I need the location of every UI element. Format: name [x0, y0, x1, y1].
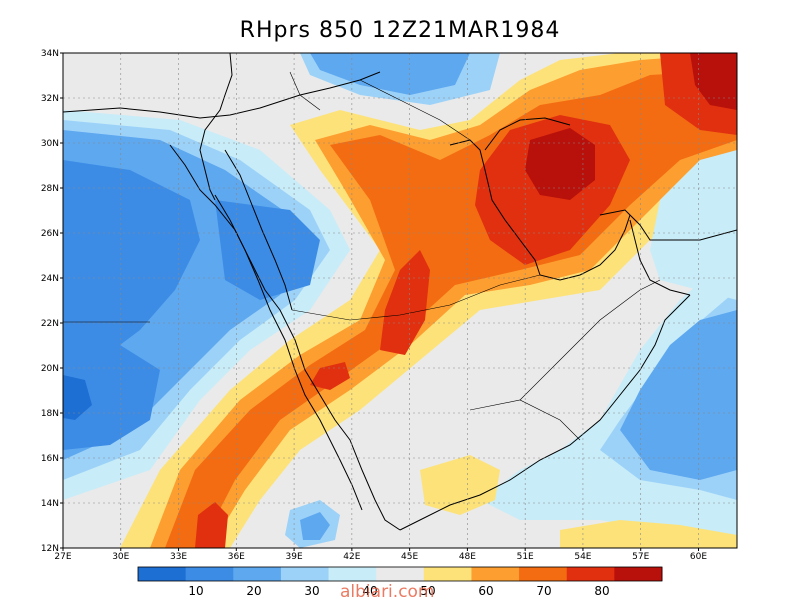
colorbar-swatch: [614, 567, 663, 581]
map-title: RHprs 850 12Z21MAR1984: [239, 18, 561, 43]
lon-tick-label: 33E: [170, 552, 187, 562]
colorbar-swatch: [138, 567, 187, 581]
lat-tick-label: 16N: [41, 454, 59, 464]
lon-tick-label: 57E: [632, 552, 649, 562]
watermark-text: albiari.com: [340, 582, 435, 602]
colorbar-tick-label: 30: [304, 584, 319, 598]
lat-tick-label: 22N: [41, 319, 59, 329]
colorbar: 10 20 30 40 50 60 70 80: [137, 566, 663, 598]
lat-tick-label: 20N: [41, 364, 59, 374]
colorbar-frame: [137, 566, 663, 582]
lat-tick-label: 32N: [41, 94, 59, 104]
colorbar-swatch: [185, 567, 234, 581]
lon-tick-label: 60E: [690, 552, 707, 562]
lat-tick-label: 30N: [41, 139, 59, 149]
map-gridlines: [63, 53, 737, 548]
colorbar-swatch: [519, 567, 568, 581]
colorbar-tick-label: 10: [188, 584, 203, 598]
colorbar-tick-label: 40: [362, 584, 377, 598]
colorbar-swatch: [233, 567, 282, 581]
lon-tick-label: 45E: [401, 552, 418, 562]
latitude-axis: 34N 32N 30N 28N 26N 24N 22N 20N 18N 16N 14N 12N: [41, 49, 63, 554]
lat-tick-label: 12N: [41, 544, 59, 554]
lon-tick-label: 42E: [343, 552, 360, 562]
colorbar-swatch: [423, 567, 472, 581]
lat-tick-label: 18N: [41, 409, 59, 419]
colorbar-swatch: [376, 567, 425, 581]
map-frame: [62, 52, 738, 549]
colorbar-tick-label: 20: [246, 584, 261, 598]
lat-tick-label: 26N: [41, 229, 59, 239]
lon-tick-label: 39E: [286, 552, 303, 562]
colorbar-swatch: [328, 567, 377, 581]
colorbar-tick-label: 80: [594, 584, 609, 598]
lon-tick-label: 48E: [459, 552, 476, 562]
lat-tick-label: 34N: [41, 49, 59, 59]
lat-tick-label: 28N: [41, 184, 59, 194]
lat-tick-label: 24N: [41, 274, 59, 284]
lon-tick-label: 30E: [112, 552, 129, 562]
lon-tick-label: 36E: [228, 552, 245, 562]
lat-tick-label: 14N: [41, 499, 59, 509]
relative-humidity-field: [63, 53, 737, 548]
colorbar-swatch: [566, 567, 615, 581]
colorbar-tick-label: 60: [478, 584, 493, 598]
lon-tick-label: 51E: [517, 552, 534, 562]
lon-tick-label: 27E: [54, 552, 71, 562]
lon-tick-label: 54E: [574, 552, 591, 562]
colorbar-tick-label: 70: [536, 584, 551, 598]
colorbar-tick-label: 50: [420, 584, 435, 598]
longitude-axis: 27E 30E 33E 36E 39E 42E 45E 48E 51E 54E 57E 60E: [54, 548, 707, 562]
colorbar-swatch: [471, 567, 520, 581]
colorbar-swatch: [280, 567, 330, 581]
